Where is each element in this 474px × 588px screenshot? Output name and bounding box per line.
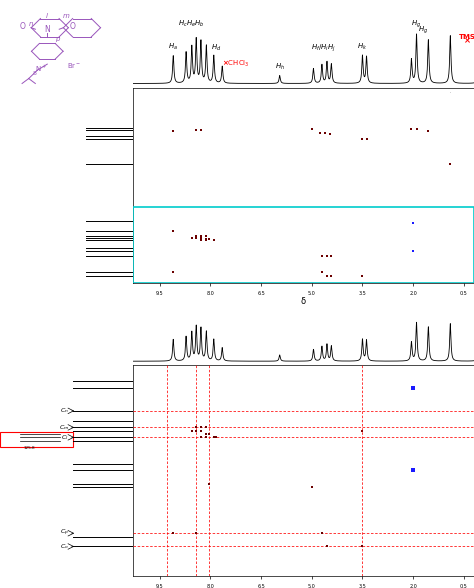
Text: $C_l$: $C_l$: [62, 433, 69, 442]
Text: $C_n$: $C_n$: [60, 406, 69, 415]
Text: N$^+$: N$^+$: [35, 64, 46, 74]
Text: $H_g$: $H_g$: [418, 24, 428, 36]
Text: $H_h$: $H_h$: [275, 62, 285, 72]
Text: N: N: [45, 25, 50, 35]
Text: $H_d$: $H_d$: [211, 42, 222, 53]
Text: $\mathbf{×}$: $\mathbf{×}$: [463, 36, 471, 45]
Text: O: O: [19, 22, 25, 31]
X-axis label: δ: δ: [301, 297, 306, 306]
Text: m: m: [63, 12, 69, 19]
Text: $H_f/H_iH_j$: $H_f/H_iH_j$: [311, 43, 336, 54]
Text: $C_p$: $C_p$: [60, 528, 69, 539]
Text: TMS: TMS: [459, 34, 474, 40]
Bar: [0, 432, 73, 447]
Text: $C_o$: $C_o$: [60, 542, 69, 551]
Text: 125.8: 125.8: [23, 446, 35, 450]
Text: 8: 8: [33, 71, 36, 76]
Text: n: n: [29, 21, 34, 27]
Text: $H_a$: $H_a$: [168, 41, 178, 52]
Text: $H_cH_eH_b$: $H_cH_eH_b$: [179, 19, 205, 29]
Text: p: p: [55, 36, 60, 42]
Bar: [133, 207, 474, 283]
Text: $C_m$: $C_m$: [59, 423, 69, 432]
Text: $H_k$: $H_k$: [357, 41, 368, 52]
Text: O: O: [70, 22, 75, 31]
Text: $\mathbf{×}$CHCl$_3$: $\mathbf{×}$CHCl$_3$: [222, 58, 249, 69]
Text: $H_g$: $H_g$: [411, 19, 422, 31]
Text: l: l: [46, 12, 47, 19]
Text: Br$^-$: Br$^-$: [67, 62, 81, 71]
